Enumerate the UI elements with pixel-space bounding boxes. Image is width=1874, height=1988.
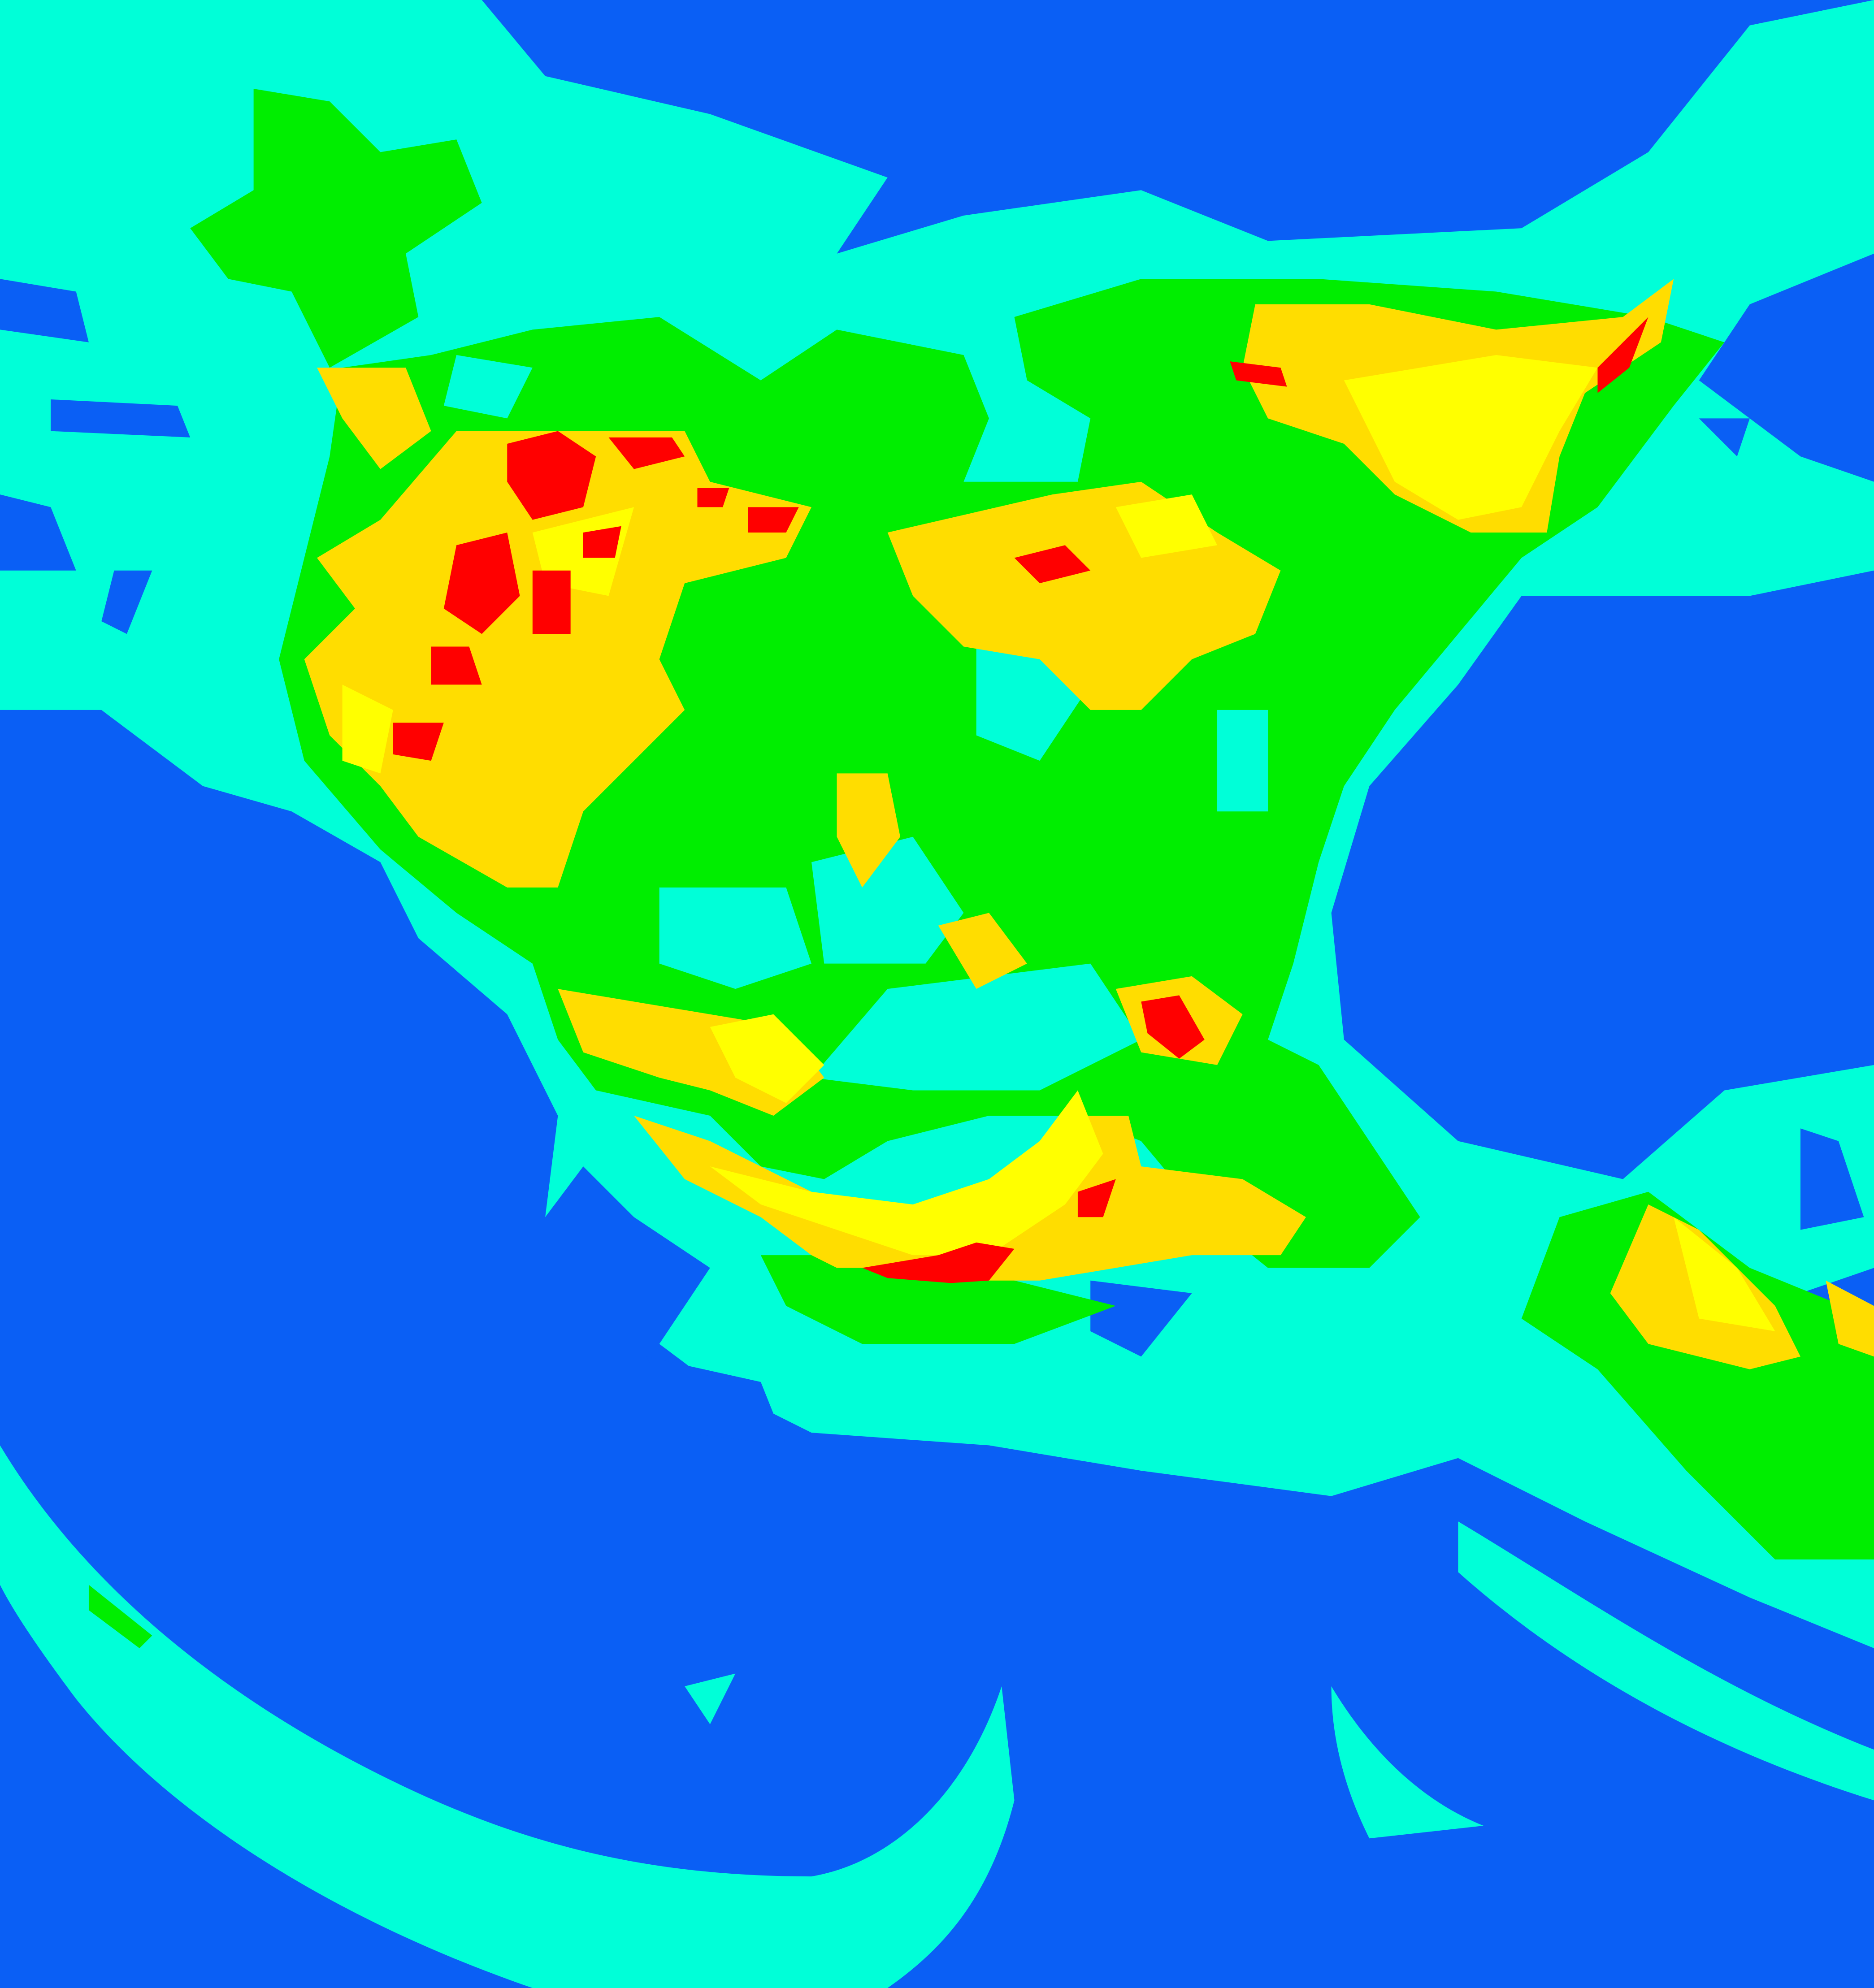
high-cloud-layer: [342, 355, 1775, 1331]
extreme-layer: [393, 317, 1648, 1283]
very-high-cloud-layer: [304, 279, 1874, 1369]
